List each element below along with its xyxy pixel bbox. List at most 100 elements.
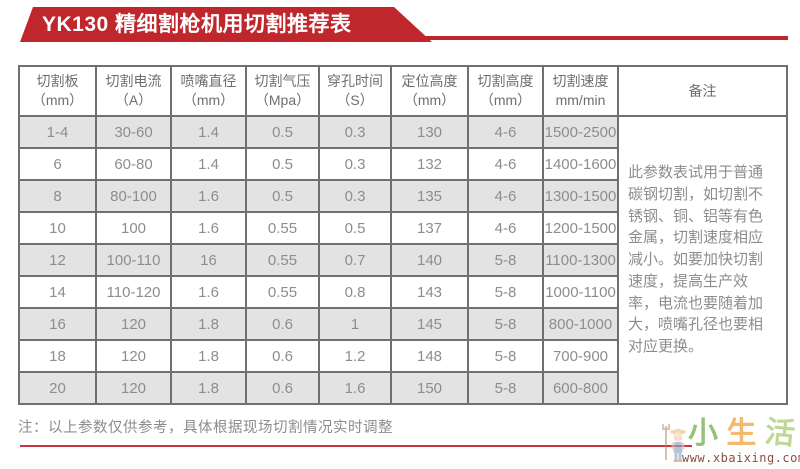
table-cell: 1.6 (170, 275, 247, 309)
table-cell: 18 (18, 339, 97, 373)
table-cell: 20 (18, 371, 97, 405)
table-cell: 0.3 (318, 179, 392, 213)
col-header-position-height: 定位高度 （mm） (390, 65, 469, 117)
table-cell: 1000-1100 (542, 275, 619, 309)
site-url: www.xbaixing.com (682, 451, 800, 465)
table-cell: 0.55 (245, 243, 320, 277)
remarks-cell: 此参数表试用于普通碳钢切割，如切割不锈钢、铜、铝等有色金属，切割速度相应减小。如… (617, 115, 788, 405)
cutting-parameter-table: 切割板 （mm） 切割电流 （A） 喷嘴直径 （mm） 切割气压 （Mpa） 穿孔时间（… (18, 65, 788, 405)
table-cell: 4-6 (467, 147, 544, 181)
table-row: 14 110-120 1.6 0.55 0.8 143 5-8 1000-110… (18, 275, 787, 309)
table-cell: 1.8 (170, 371, 247, 405)
table-cell: 5-8 (467, 243, 544, 277)
col-header-cut-height: 切割高度 （mm） (467, 65, 544, 117)
table-cell: 10 (18, 211, 97, 245)
table-cell: 14 (18, 275, 97, 309)
table-cell: 16 (170, 243, 247, 277)
table-cell: 1.2 (318, 339, 392, 373)
site-watermark: 小 生 活 www.xbaixing.com (660, 415, 800, 466)
table-cell: 1 (318, 307, 392, 341)
table-cell: 4-6 (467, 211, 544, 245)
title-banner (20, 7, 432, 42)
logo-char: 活 (763, 415, 797, 452)
table-cell: 0.7 (318, 243, 392, 277)
table-cell: 5-8 (467, 307, 544, 341)
table-row: 8 80-100 1.6 0.5 0.3 135 4-6 1300-1500 (18, 179, 787, 213)
table-cell: 120 (95, 307, 172, 341)
table-cell: 60-80 (95, 147, 172, 181)
table-cell: 1200-1500 (542, 211, 619, 245)
table-cell: 145 (390, 307, 469, 341)
footer-rule (20, 445, 692, 447)
table-cell: 132 (390, 147, 469, 181)
table-cell: 0.3 (318, 147, 392, 181)
table-cell: 120 (95, 339, 172, 373)
col-header-pressure: 切割气压 （Mpa） (245, 65, 320, 117)
table-cell: 600-800 (542, 371, 619, 405)
logo-char: 生 (726, 417, 757, 450)
col-header-speed: 切割速度 mm/min (542, 65, 619, 117)
table-cell: 148 (390, 339, 469, 373)
col-header-nozzle: 喷嘴直径 （mm） (170, 65, 247, 117)
table-cell: 0.55 (245, 275, 320, 309)
table-cell: 150 (390, 371, 469, 405)
table-row: 6 60-80 1.4 0.5 0.3 132 4-6 1400-1600 (18, 147, 787, 181)
col-header-current: 切割电流 （A） (95, 65, 172, 117)
table-cell: 12 (18, 243, 97, 277)
col-header-pierce-time: 穿孔时间 （S） (318, 65, 392, 117)
table-row: 12 100-110 16 0.55 0.7 140 5-8 1100-1300 (18, 243, 787, 277)
table-cell: 0.3 (318, 115, 392, 149)
table-cell: 0.55 (245, 211, 320, 245)
table-cell: 1.8 (170, 339, 247, 373)
table-cell: 1100-1300 (542, 243, 619, 277)
table-row: 10 100 1.6 0.55 0.5 137 4-6 1200-1500 (18, 211, 787, 245)
table-cell: 137 (390, 211, 469, 245)
table-cell: 1.6 (318, 371, 392, 405)
page-title: YK130 精细割枪机用切割推荐表 (42, 13, 352, 36)
table-cell: 16 (18, 307, 97, 341)
table-cell: 0.5 (245, 147, 320, 181)
table-cell: 6 (18, 147, 97, 181)
table-cell: 0.8 (318, 275, 392, 309)
table-cell: 4-6 (467, 179, 544, 213)
table-cell: 0.5 (318, 211, 392, 245)
table-cell: 1300-1500 (542, 179, 619, 213)
table-row: 20 120 1.8 0.6 1.6 150 5-8 600-800 (18, 371, 787, 405)
table-cell: 1.4 (170, 115, 247, 149)
table-cell: 140 (390, 243, 469, 277)
site-logo-text: 小 生 活 (688, 415, 797, 452)
logo-char: 小 (688, 417, 718, 450)
table-cell: 1500-2500 (542, 115, 619, 149)
table-cell: 5-8 (467, 275, 544, 309)
table-cell: 4-6 (467, 115, 544, 149)
table-cell: 800-1000 (542, 307, 619, 341)
footnote-text: 注：以上参数仅供参考，具体根据现场切割情况实时调整 (18, 420, 393, 436)
table-cell: 120 (95, 371, 172, 405)
table-cell: 5-8 (467, 339, 544, 373)
table-cell: 0.6 (245, 339, 320, 373)
table-cell: 143 (390, 275, 469, 309)
table-cell: 110-120 (95, 275, 172, 309)
farmer-boy-icon (662, 424, 686, 462)
table-cell: 130 (390, 115, 469, 149)
col-header-remark: 备注 (617, 65, 788, 117)
table-cell: 1.4 (170, 147, 247, 181)
table-row: 16 120 1.8 0.6 1 145 5-8 800-1000 (18, 307, 787, 341)
title-banner-rule (415, 36, 788, 40)
table-cell: 8 (18, 179, 97, 213)
table-row: 18 120 1.8 0.6 1.2 148 5-8 700-900 (18, 339, 787, 373)
table-cell: 0.5 (245, 115, 320, 149)
table-row: 1-4 30-60 1.4 0.5 0.3 130 4-6 1500-2500 … (18, 115, 788, 405)
table-cell: 80-100 (95, 179, 172, 213)
table-cell: 100-110 (95, 243, 172, 277)
table-cell: 100 (95, 211, 172, 245)
table-cell: 1-4 (18, 115, 97, 149)
table-cell: 1.6 (170, 179, 247, 213)
table-cell: 1.6 (170, 211, 247, 245)
table-cell: 700-900 (542, 339, 619, 373)
table-cell: 1.8 (170, 307, 247, 341)
table-cell: 0.6 (245, 371, 320, 405)
header-row: 切割板 （mm） 切割电流 （A） 喷嘴直径 （mm） 切割气压 （Mpa） 穿孔时间（… (18, 65, 788, 117)
table-cell: 30-60 (95, 115, 172, 149)
table-cell: 0.5 (245, 179, 320, 213)
